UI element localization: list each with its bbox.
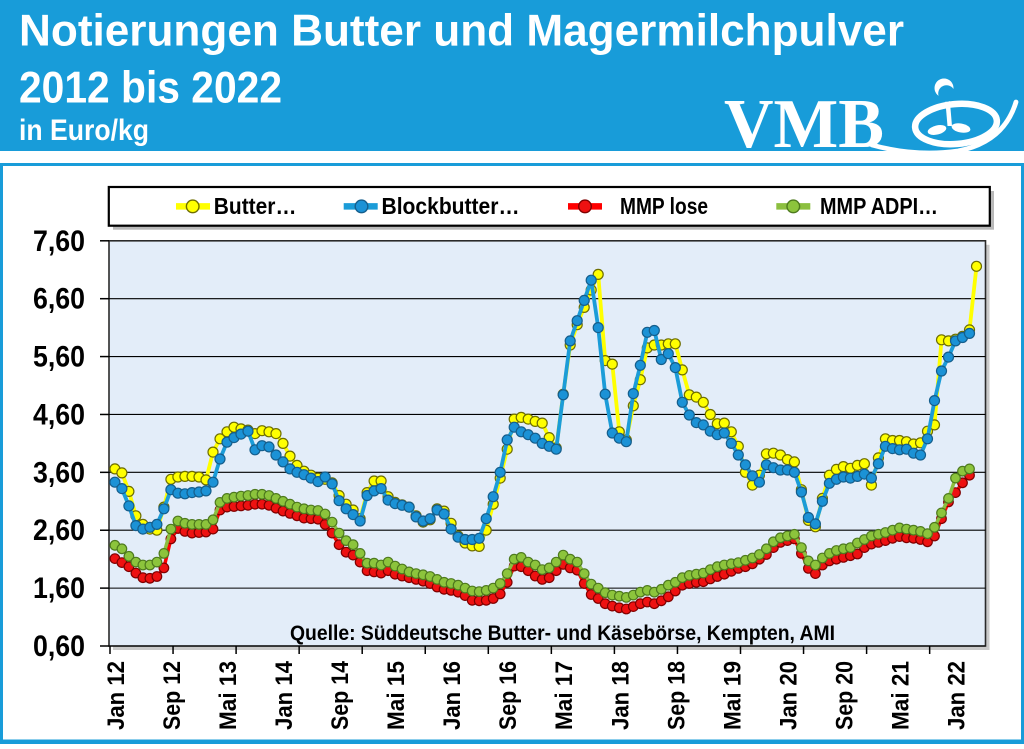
svg-text:Jan 20: Jan 20 [775, 661, 802, 730]
svg-text:Sep 14: Sep 14 [327, 660, 354, 730]
svg-text:Sep 18: Sep 18 [663, 661, 690, 730]
svg-text:MMP lose: MMP lose [620, 193, 708, 219]
svg-text:Sep 12: Sep 12 [159, 661, 186, 730]
svg-text:Jan 16: Jan 16 [439, 661, 466, 730]
svg-text:Jan 18: Jan 18 [607, 661, 634, 730]
svg-text:in Euro/kg: in Euro/kg [19, 114, 149, 147]
svg-text:1,60: 1,60 [33, 572, 85, 605]
svg-text:2012 bis 2022: 2012 bis 2022 [19, 64, 282, 113]
svg-text:Jan 14: Jan 14 [271, 660, 298, 730]
svg-text:4,60: 4,60 [33, 399, 85, 432]
svg-text:7,60: 7,60 [33, 225, 85, 258]
svg-text:Mai 13: Mai 13 [215, 661, 242, 730]
svg-text:2,60: 2,60 [33, 514, 85, 547]
svg-text:Notierungen Butter und Magermi: Notierungen Butter und Magermilchpulver [19, 7, 904, 56]
svg-text:Sep 20: Sep 20 [831, 661, 858, 730]
svg-text:Jan 12: Jan 12 [103, 661, 130, 730]
svg-text:Jan 22: Jan 22 [944, 661, 971, 730]
svg-text:Quelle: Süddeutsche Butter- un: Quelle: Süddeutsche Butter- und Käsebörs… [290, 621, 835, 645]
svg-text:5,60: 5,60 [33, 341, 85, 374]
svg-text:Mai 21: Mai 21 [888, 661, 915, 730]
svg-text:Mai 17: Mai 17 [551, 661, 578, 730]
svg-text:Mai 15: Mai 15 [383, 661, 410, 730]
svg-text:MMP ADPI…: MMP ADPI… [820, 193, 938, 219]
svg-text:6,60: 6,60 [33, 283, 85, 316]
svg-text:Butter…: Butter… [214, 193, 297, 219]
svg-text:Blockbutter…: Blockbutter… [382, 193, 520, 219]
svg-text:0,60: 0,60 [33, 630, 85, 663]
svg-text:3,60: 3,60 [33, 456, 85, 489]
svg-text:Sep 16: Sep 16 [495, 661, 522, 730]
svg-text:VMB: VMB [724, 86, 884, 163]
svg-text:Mai 19: Mai 19 [719, 661, 746, 730]
